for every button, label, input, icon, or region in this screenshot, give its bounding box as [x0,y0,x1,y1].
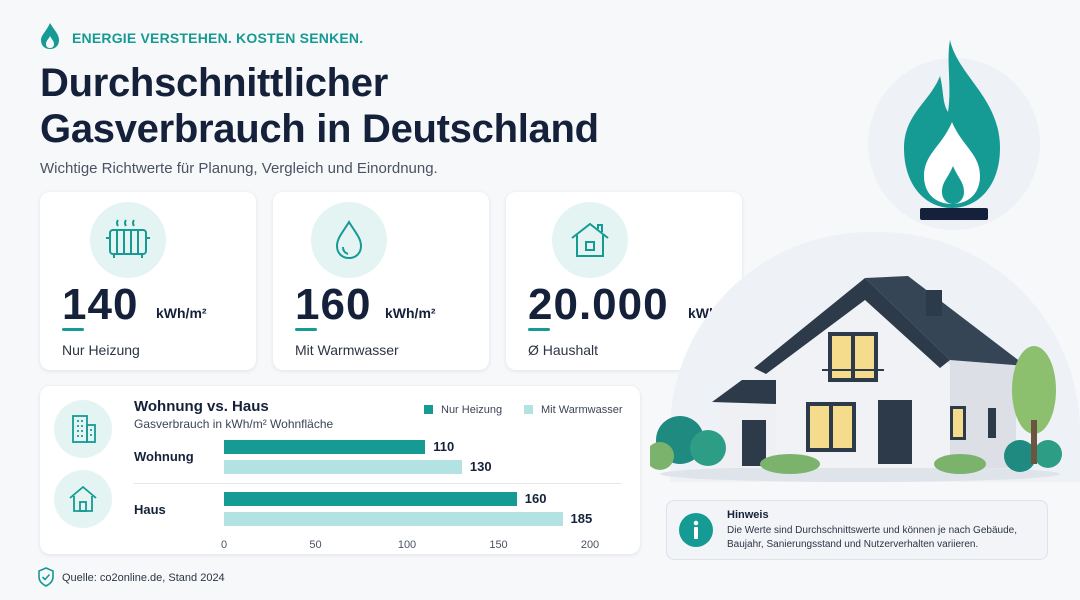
accent-underline [62,328,84,331]
x-tick-label: 150 [489,539,508,551]
house-icon [69,485,97,512]
x-tick-label: 200 [580,539,600,551]
house-icon-badge [54,470,112,528]
legend-item-heating: Nur Heizung [424,404,502,416]
accent-underline [528,328,550,331]
stat-value-hot-water: 160 [295,280,372,329]
title-line-2: Gasverbrauch in Deutschland [40,107,599,151]
chart-panel: Wohnung vs. Haus Gasverbrauch in kWh/m² … [40,386,640,554]
title-line-1: Durchschnittlicher [40,61,388,105]
stat-value-household: 20.000 [528,280,669,329]
water-drop-icon [335,220,363,260]
row-divider [134,483,622,484]
bar-value-label: 160 [524,491,547,506]
stat-unit-hot-water: kWh/m² [385,305,436,321]
bar-haus-hot-water [224,512,563,526]
legend-swatch-heating [424,405,433,414]
apartment-building-icon [72,415,96,443]
radiator-icon [106,219,150,258]
bar-value-label: 110 [433,439,455,454]
stat-card-heating: 140 kWh/m² Nur Heizung [40,192,256,370]
house-icon-badge [552,202,628,278]
bar-haus-heating [224,492,517,506]
page-title: Durchschnittlicher Gasverbrauch in Deuts… [40,60,599,152]
note-box: Hinweis Die Werte sind Durchschnittswert… [666,500,1048,560]
bar-wohnung-heating [224,440,426,454]
x-tick-label: 0 [220,539,228,551]
water-drop-icon-badge [311,202,387,278]
accent-underline [295,328,317,331]
bar-wohnung-hot-water [224,460,462,474]
info-icon [679,513,713,547]
stat-value-heating: 140 [62,280,139,329]
chart-title: Wohnung vs. Haus [134,398,269,415]
legend-label-heating: Nur Heizung [441,404,503,416]
legend-label-hot-water: Mit Warmwasser [541,404,623,416]
bar-value-label: 185 [570,511,593,526]
stat-card-hot-water: 160 kWh/m² Mit Warmwasser [273,192,489,370]
stat-label-heating: Nur Heizung [62,342,140,358]
house-illustration [650,276,1062,482]
source-note: Quelle: co2online.de, Stand 2024 [62,572,225,584]
stat-unit-heating: kWh/m² [156,305,207,321]
bar-value-label: 130 [469,459,492,474]
note-text: Die Werte sind Durchschnittswerte und kö… [727,525,1017,550]
legend-swatch-hot-water [524,405,533,414]
category-label-apartment: Wohnung [134,449,194,464]
radiator-icon-badge [90,202,166,278]
chart-subtitle: Gasverbrauch in kWh/m² Wohnfläche [134,417,334,431]
flame-logo-icon [41,23,59,49]
page-subtitle: Wichtige Richtwerte für Planung, Verglei… [40,160,438,177]
category-label-house: Haus [134,502,166,517]
stat-label-household: Ø Haushalt [528,342,599,358]
shield-check-icon [38,567,54,587]
stat-label-hot-water: Mit Warmwasser [295,342,399,358]
apartment-icon-badge [54,400,112,458]
stat-card-household: 20.000 kWh Ø Haushalt [506,192,742,370]
tagline: ENERGIE VERSTEHEN. KOSTEN SENKEN. [72,30,364,46]
legend-item-hot-water: Mit Warmwasser [524,404,622,416]
gas-flame-icon [904,40,1000,220]
note-title: Hinweis [727,509,769,521]
x-tick-label: 100 [397,539,417,551]
x-tick-label: 50 [309,539,322,551]
house-icon [571,222,609,257]
